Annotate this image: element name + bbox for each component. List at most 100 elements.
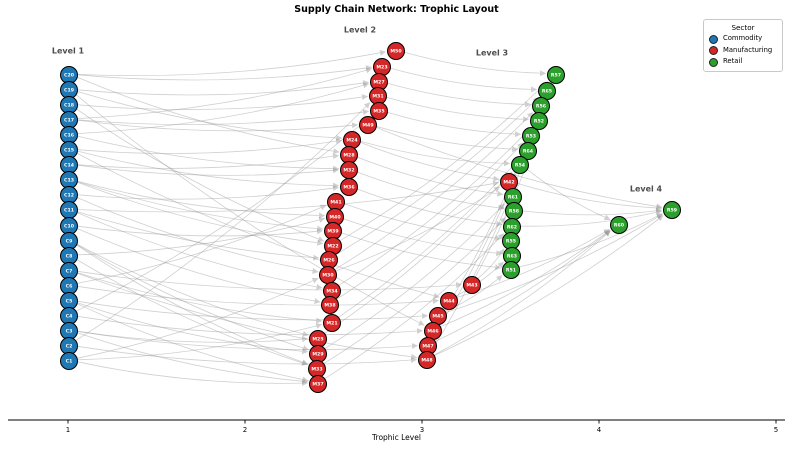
node-label: C7 (66, 269, 73, 275)
node-label: R63 (507, 254, 517, 260)
edge-C16-M27 (77, 82, 370, 134)
node-label: C15 (64, 148, 74, 154)
edge-M28-R61 (357, 156, 504, 197)
node-C10: C10 (60, 217, 78, 235)
edge-M31-R52 (386, 96, 530, 123)
node-M35: M35 (370, 102, 388, 120)
node-label: M26 (323, 258, 335, 264)
node-label: C12 (64, 193, 74, 199)
legend-title: Sector (731, 23, 755, 32)
edge-C11-M34 (76, 212, 323, 290)
node-label: M41 (330, 200, 341, 206)
node-label: M28 (343, 153, 354, 159)
node-label: R58 (509, 209, 519, 215)
manufacturing-marker-icon (709, 46, 718, 55)
node-C20: C20 (60, 66, 78, 84)
x-tick-label: 5 (774, 426, 778, 434)
edge-C13-M22 (77, 181, 324, 246)
node-label: M42 (503, 180, 514, 186)
x-tick-label: 3 (420, 426, 424, 434)
node-label: R62 (507, 225, 517, 231)
edge-layer (75, 49, 664, 387)
edge-M29-R61 (324, 203, 506, 350)
node-M23: M23 (373, 58, 391, 76)
node-label: M33 (311, 367, 322, 373)
edge-M49-R59 (376, 126, 663, 210)
edge-C11-M42 (77, 180, 499, 213)
node-R54: R54 (511, 156, 529, 174)
edge-C6-M41 (77, 204, 327, 284)
node-R55: R55 (502, 232, 520, 250)
node-label: M38 (324, 303, 335, 309)
node-label: M24 (346, 138, 358, 144)
node-label: M34 (326, 289, 338, 295)
legend-item-label: Retail (723, 57, 743, 66)
node-label: R55 (506, 239, 516, 245)
edge-M32-R58 (357, 171, 505, 211)
edge-C17-M49 (77, 119, 358, 132)
edge-C15-M36 (77, 150, 340, 189)
node-M37: M37 (309, 375, 327, 393)
edge-M40-R63 (343, 218, 503, 257)
node-label: R56 (536, 104, 547, 110)
node-label: C16 (64, 133, 75, 139)
level-label-level-1: Level 1 (51, 46, 85, 56)
x-axis-label: Trophic Level (372, 433, 421, 442)
node-R53: R53 (522, 127, 540, 145)
node-label: M45 (432, 314, 443, 320)
node-M41: M41 (327, 193, 345, 211)
chart-title: Supply Chain Network: Trophic Layout (294, 4, 499, 15)
node-label: M44 (443, 299, 455, 305)
edge-C17-M23 (77, 67, 373, 119)
node-C19: C19 (60, 81, 78, 99)
edge-C15-M44 (76, 152, 440, 299)
node-label: C11 (64, 208, 74, 214)
node-C6: C6 (60, 277, 78, 295)
level-label-level-3: Level 3 (475, 48, 509, 58)
node-label: C13 (64, 178, 74, 184)
node-C2: C2 (60, 337, 78, 355)
legend: Sector Commodity Manufacturing Retail (703, 19, 783, 72)
edge-C8-M40 (77, 217, 326, 256)
node-label: C17 (64, 118, 74, 124)
node-label: M37 (312, 382, 323, 388)
edge-C11-M26 (77, 211, 320, 261)
edge-M23-R65 (390, 67, 538, 93)
node-label: C8 (66, 254, 73, 260)
x-tick-label: 1 (66, 426, 70, 434)
edge-C9-M29 (76, 244, 309, 351)
node-R52: R52 (530, 112, 548, 130)
edge-C15-M24 (77, 138, 342, 154)
edge-C3-M25 (77, 330, 308, 343)
node-label: M36 (343, 185, 355, 191)
node-M33: M33 (308, 360, 326, 378)
node-label: R52 (534, 119, 544, 125)
node-R60: R60 (610, 216, 628, 234)
edge-M37-R62 (324, 233, 505, 380)
edge-M27-R56 (387, 82, 532, 108)
edge-C8-M33 (76, 259, 308, 366)
edge-C10-M39 (77, 225, 323, 237)
edge-M42-R59 (517, 183, 663, 211)
edge-M24-R54 (360, 140, 511, 167)
node-R59: R59 (663, 201, 681, 219)
node-label: C10 (64, 224, 75, 230)
node-R58: R58 (505, 202, 523, 220)
node-M30: M30 (319, 266, 337, 284)
edge-C12-M36 (77, 185, 339, 200)
edge-C12-M30 (76, 197, 319, 274)
node-label: M43 (466, 283, 477, 289)
edge-C3-M47 (77, 331, 418, 351)
node-C16: C16 (60, 126, 78, 144)
node-M45: M45 (429, 307, 447, 325)
node-C3: C3 (60, 322, 78, 340)
edge-C5-M29 (77, 302, 309, 355)
node-label: M31 (372, 94, 383, 100)
node-label: M49 (362, 123, 373, 129)
node-label: M39 (327, 229, 338, 235)
x-tick-label: 2 (243, 426, 247, 434)
edge-C7-M48 (77, 272, 418, 360)
node-label: R59 (667, 208, 677, 214)
node-label: C9 (66, 239, 73, 245)
